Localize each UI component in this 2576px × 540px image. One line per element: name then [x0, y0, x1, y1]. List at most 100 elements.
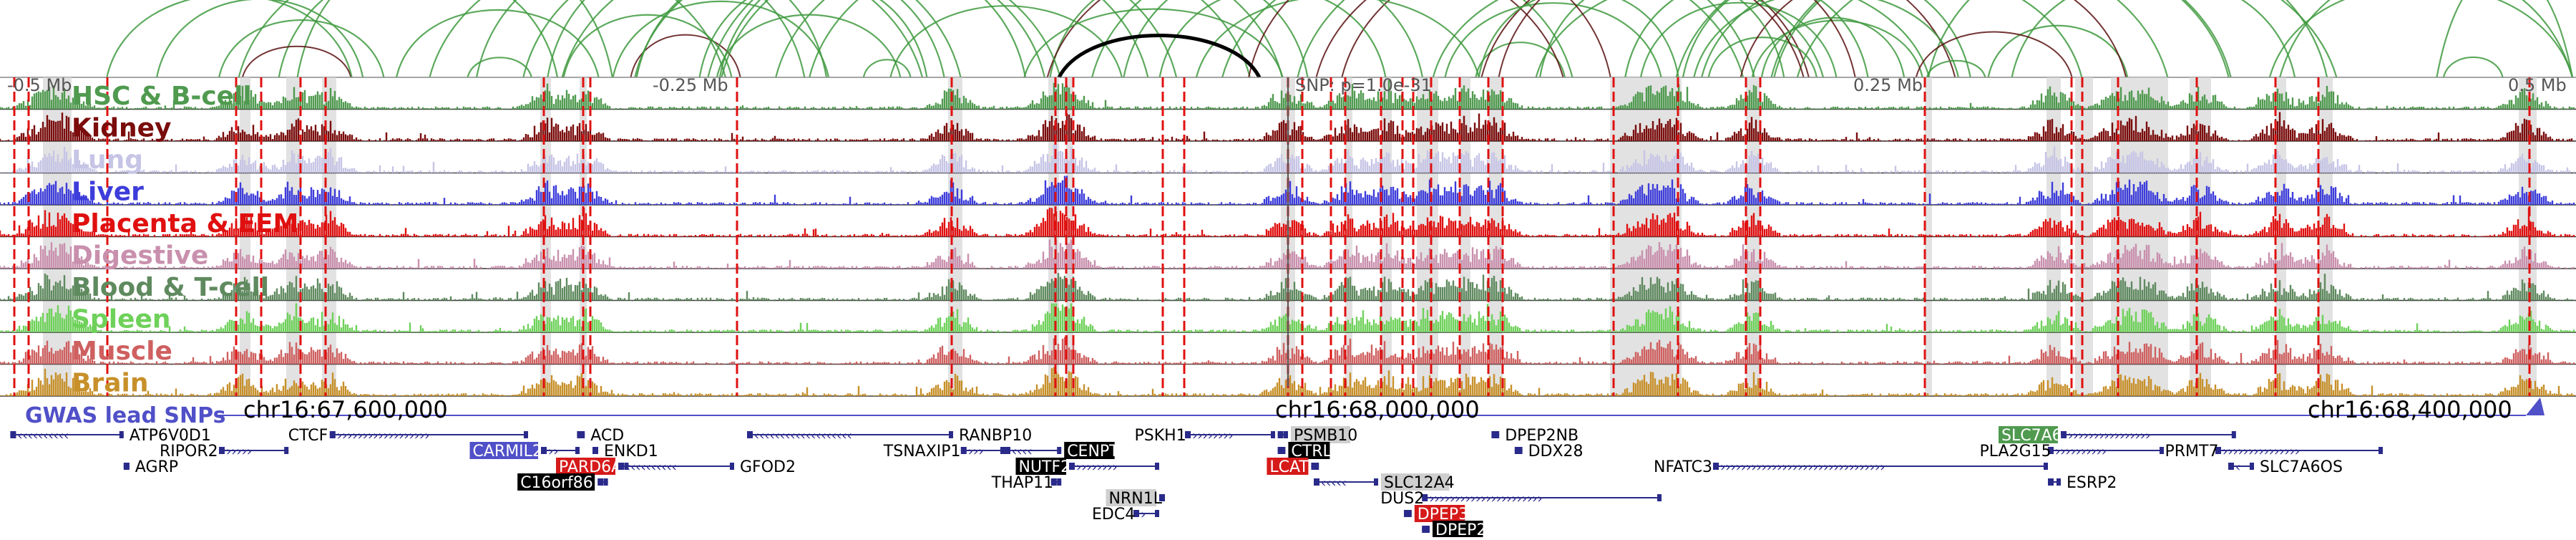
chr-tick-1: chr16:67,600,000 [243, 396, 448, 423]
gene-ddx28[interactable]: DDX28 [1514, 443, 1584, 461]
gene-pla2g15[interactable]: ›››››››››› PLA2G15 [1980, 443, 2165, 461]
interaction-arc [218, 19, 385, 78]
gene-exon [1657, 494, 1662, 501]
gene-label: GFOD2 [740, 458, 796, 476]
gene-exon [1057, 478, 1062, 486]
interaction-arc [1624, 0, 1869, 78]
gene-esrp2[interactable]: ESRP2 [2048, 474, 2117, 492]
gene-exon [1713, 463, 1719, 470]
gene-exon [1422, 526, 1428, 533]
gene-dus2[interactable]: ›››››››››››››››››››››› DUS2 [1380, 490, 1662, 508]
gene-label-bg [1015, 458, 1066, 475]
gene-exon [2231, 431, 2236, 438]
gene-label: TSNAXIP1 [883, 443, 961, 461]
gene-carmil2[interactable]: ›› CARMIL2 [469, 442, 580, 461]
gene-exon [1133, 510, 1139, 517]
gene-nfatc3[interactable]: ›››››››››››››››››››››››››››››››› NFATC3 [1654, 458, 2048, 476]
gene-exon [2228, 463, 2234, 470]
track-signal [0, 112, 2575, 141]
gene-exon [1514, 447, 1521, 454]
gene-slc12a4[interactable]: ‹‹‹‹‹ SLC12A4 [1314, 473, 1455, 492]
gene-label: LCAT [1269, 458, 1309, 476]
gene-exon [1407, 510, 1412, 517]
gene-dpep2[interactable]: DPEP2 [1422, 521, 1486, 539]
gene-exon [1311, 463, 1317, 470]
gene-dpep3[interactable]: DPEP3 [1404, 505, 1468, 524]
interaction-arc [1123, 0, 1424, 78]
gene-thap11[interactable]: THAP11 [991, 474, 1062, 492]
gene-atp6v0d1[interactable]: ‹‹‹‹‹‹‹‹‹‹ ATP6V0D1 [10, 427, 211, 445]
gene-c16orf86[interactable]: C16orf86 [517, 473, 608, 492]
gene-ctcf[interactable]: ›››››››››››››››››› CTCF [288, 427, 528, 445]
track-label: Liver [72, 178, 144, 207]
gene-strand-arrows: ‹‹‹‹‹‹‹‹‹‹ [625, 460, 677, 475]
gene-exon [2048, 478, 2054, 486]
gene-exon [219, 447, 225, 454]
gene-ranbp10[interactable]: ‹‹‹‹‹‹‹‹‹‹‹‹‹‹‹‹‹‹‹ RANBP10 [747, 427, 1032, 445]
gene-strand-arrows: ›››››››››››››››››› [337, 428, 430, 443]
gene-ripor2[interactable]: ››››› RIPOR2 [160, 443, 289, 461]
gene-strand-arrows: ›››››››››››››››››››››››››››››››› [1720, 460, 1885, 475]
gene-label: DDX28 [1528, 443, 1584, 461]
gene-tsnaxip1[interactable]: ››› TSNAXIP1 [883, 443, 1005, 461]
gene-exon [1404, 510, 1410, 517]
interaction-arc [1478, 0, 1679, 78]
gene-slc7a6[interactable]: ›››››››››››››››› SLC7A6 [1999, 426, 2236, 445]
interaction-arc [634, 0, 1045, 78]
interaction-arc [1639, 1, 1838, 78]
interaction-arc [1927, 0, 2328, 78]
interaction-arc [2268, 0, 2574, 78]
gene-label: DPEP3 [1418, 506, 1468, 524]
gene-label: SLC7A6OS [2260, 458, 2343, 476]
gene-edc4[interactable]: › EDC4 [1092, 506, 1159, 524]
track-label: Blood & T-cell [72, 273, 269, 302]
gene-dpep2nb[interactable]: DPEP2NB [1491, 427, 1579, 445]
track-signal [0, 175, 2575, 205]
gene-exon [1185, 431, 1191, 438]
interaction-arc [2442, 56, 2504, 78]
gene-nrn1l[interactable]: NRN1L [1106, 489, 1166, 508]
gene-label: CTRL [1291, 443, 1332, 461]
gene-exon [1069, 463, 1075, 470]
gene-label-bg [1433, 521, 1483, 538]
chr-tick-2: chr16:68,000,000 [1275, 396, 1480, 423]
interaction-arc [775, 0, 1251, 78]
interaction-arc [1770, 0, 2230, 78]
gene-label: RIPOR2 [160, 443, 218, 461]
signal-tracks [0, 80, 2576, 397]
gene-enkd1[interactable]: ENKD1 [592, 443, 658, 461]
gene-cenpt[interactable]: ‹‹‹‹ CENPT [1005, 442, 1119, 461]
gene-ctrl[interactable]: CTRL [1277, 442, 1332, 461]
gene-lcat[interactable]: LCAT [1267, 458, 1319, 476]
interaction-arc [1760, 16, 1906, 78]
gene-agrp[interactable]: AGRP [123, 458, 178, 476]
interaction-arc [1535, 0, 1931, 78]
interaction-arc [1195, 0, 1480, 78]
gene-exon [603, 478, 608, 486]
gwas-label: GWAS lead SNPs [25, 403, 225, 428]
track-signal [0, 144, 2575, 173]
gene-gfod2[interactable]: ‹‹‹‹‹‹‹‹‹‹ GFOD2 [618, 458, 796, 476]
gene-label: PSKH1 [1135, 427, 1186, 445]
snp-marker-lines [13, 77, 2531, 396]
gene-pskh1[interactable]: ›››››››› PSKH1 [1135, 427, 1276, 445]
gene-exon [10, 431, 16, 438]
interaction-arc [1315, 0, 1805, 78]
interaction-arc [429, 0, 924, 78]
gene-acd[interactable]: ACD [577, 427, 624, 445]
gene-slc7a6os[interactable]: ‹ SLC7A6OS [2228, 458, 2343, 476]
interaction-arc [1297, 0, 1755, 78]
gene-exon [1050, 478, 1057, 486]
gene-label-bg [1414, 505, 1465, 522]
gene-nutf2[interactable]: ›››››››› NUTF2 [1015, 458, 1160, 476]
gene-prmt7[interactable]: ››››››››››››››› PRMT7 [2165, 443, 2384, 461]
gene-exon [119, 431, 124, 438]
interaction-arc [1751, 19, 1923, 78]
gene-psmb10[interactable]: PSMB10 [1277, 426, 1358, 445]
interaction-arc [612, 0, 830, 78]
gene-exon [1057, 447, 1062, 454]
gene-label: PLA2G15 [1980, 443, 2051, 461]
gene-exon [618, 463, 624, 470]
gwas-lead-snp-marker [2526, 397, 2545, 415]
gene-label-bg [469, 442, 538, 459]
